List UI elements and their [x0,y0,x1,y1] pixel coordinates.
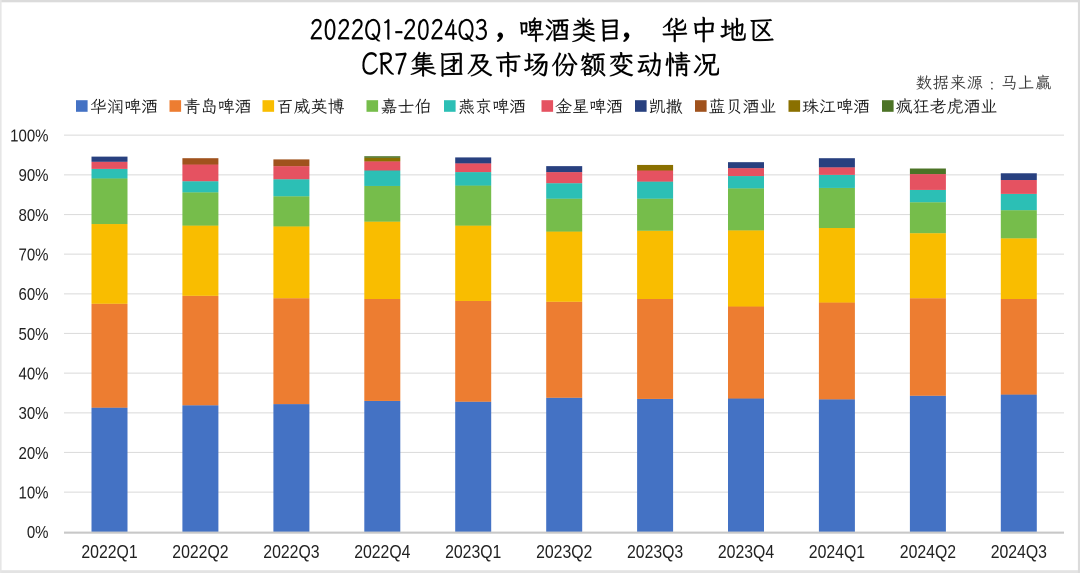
svg-text:0%: 0% [27,523,49,542]
svg-text:2022Q2: 2022Q2 [172,542,228,562]
svg-text:2024Q1: 2024Q1 [809,542,865,562]
svg-text:50%: 50% [18,325,48,344]
svg-text:40%: 40% [18,365,48,384]
svg-text:70%: 70% [18,246,48,265]
svg-text:2024Q2: 2024Q2 [900,542,956,562]
svg-text:2023Q1: 2023Q1 [445,542,501,562]
svg-text:2022Q4: 2022Q4 [354,542,411,562]
svg-text:60%: 60% [18,285,48,304]
svg-text:2023Q4: 2023Q4 [718,542,775,562]
svg-text:2022Q1: 2022Q1 [81,542,137,562]
svg-text:2023Q3: 2023Q3 [627,542,683,562]
svg-text:30%: 30% [18,404,48,423]
svg-text:2022Q3: 2022Q3 [263,542,319,562]
svg-text:90%: 90% [18,166,48,185]
svg-text:100%: 100% [10,127,48,146]
svg-text:20%: 20% [18,444,48,463]
svg-text:2023Q2: 2023Q2 [536,542,592,562]
svg-text:80%: 80% [18,206,48,225]
svg-text:2024Q3: 2024Q3 [991,542,1047,562]
svg-text:10%: 10% [18,483,48,502]
